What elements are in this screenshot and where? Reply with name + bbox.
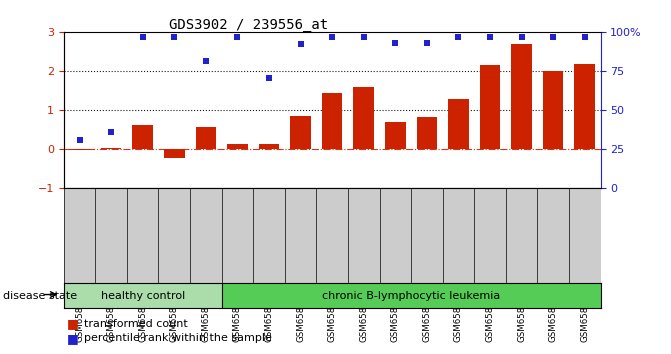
Point <box>390 40 401 46</box>
Point <box>232 34 243 39</box>
Text: transformed count: transformed count <box>84 319 188 329</box>
Bar <box>64 283 221 308</box>
Point <box>453 34 464 39</box>
Bar <box>132 125 153 149</box>
Point <box>548 34 558 39</box>
Bar <box>511 44 532 149</box>
Bar <box>221 283 601 308</box>
Text: disease state: disease state <box>3 291 77 301</box>
Bar <box>448 99 469 149</box>
Bar <box>354 87 374 149</box>
Bar <box>574 64 595 149</box>
Text: chronic B-lymphocytic leukemia: chronic B-lymphocytic leukemia <box>322 291 500 301</box>
Text: ■: ■ <box>67 318 79 330</box>
Bar <box>543 71 564 149</box>
Point <box>264 75 274 81</box>
Bar <box>69 149 90 150</box>
Bar <box>322 93 342 149</box>
Point <box>138 34 148 39</box>
Point <box>327 34 338 39</box>
Bar <box>385 122 405 149</box>
Point <box>484 34 495 39</box>
Bar <box>164 149 185 159</box>
Bar <box>101 148 121 149</box>
Point <box>74 137 85 143</box>
Text: healthy control: healthy control <box>101 291 185 301</box>
Point <box>295 41 306 47</box>
Bar <box>480 65 501 149</box>
Text: ■: ■ <box>67 332 79 344</box>
Bar <box>417 117 437 149</box>
Text: percentile rank within the sample: percentile rank within the sample <box>84 333 272 343</box>
Bar <box>291 115 311 149</box>
Bar <box>259 144 279 149</box>
Point <box>421 40 432 46</box>
Point <box>201 58 211 64</box>
Point <box>169 34 180 39</box>
Text: GDS3902 / 239556_at: GDS3902 / 239556_at <box>168 18 328 32</box>
Point <box>106 130 117 135</box>
Point <box>358 34 369 39</box>
Point <box>579 34 590 39</box>
Bar <box>227 144 248 149</box>
Point <box>516 34 527 39</box>
Bar <box>195 127 216 149</box>
